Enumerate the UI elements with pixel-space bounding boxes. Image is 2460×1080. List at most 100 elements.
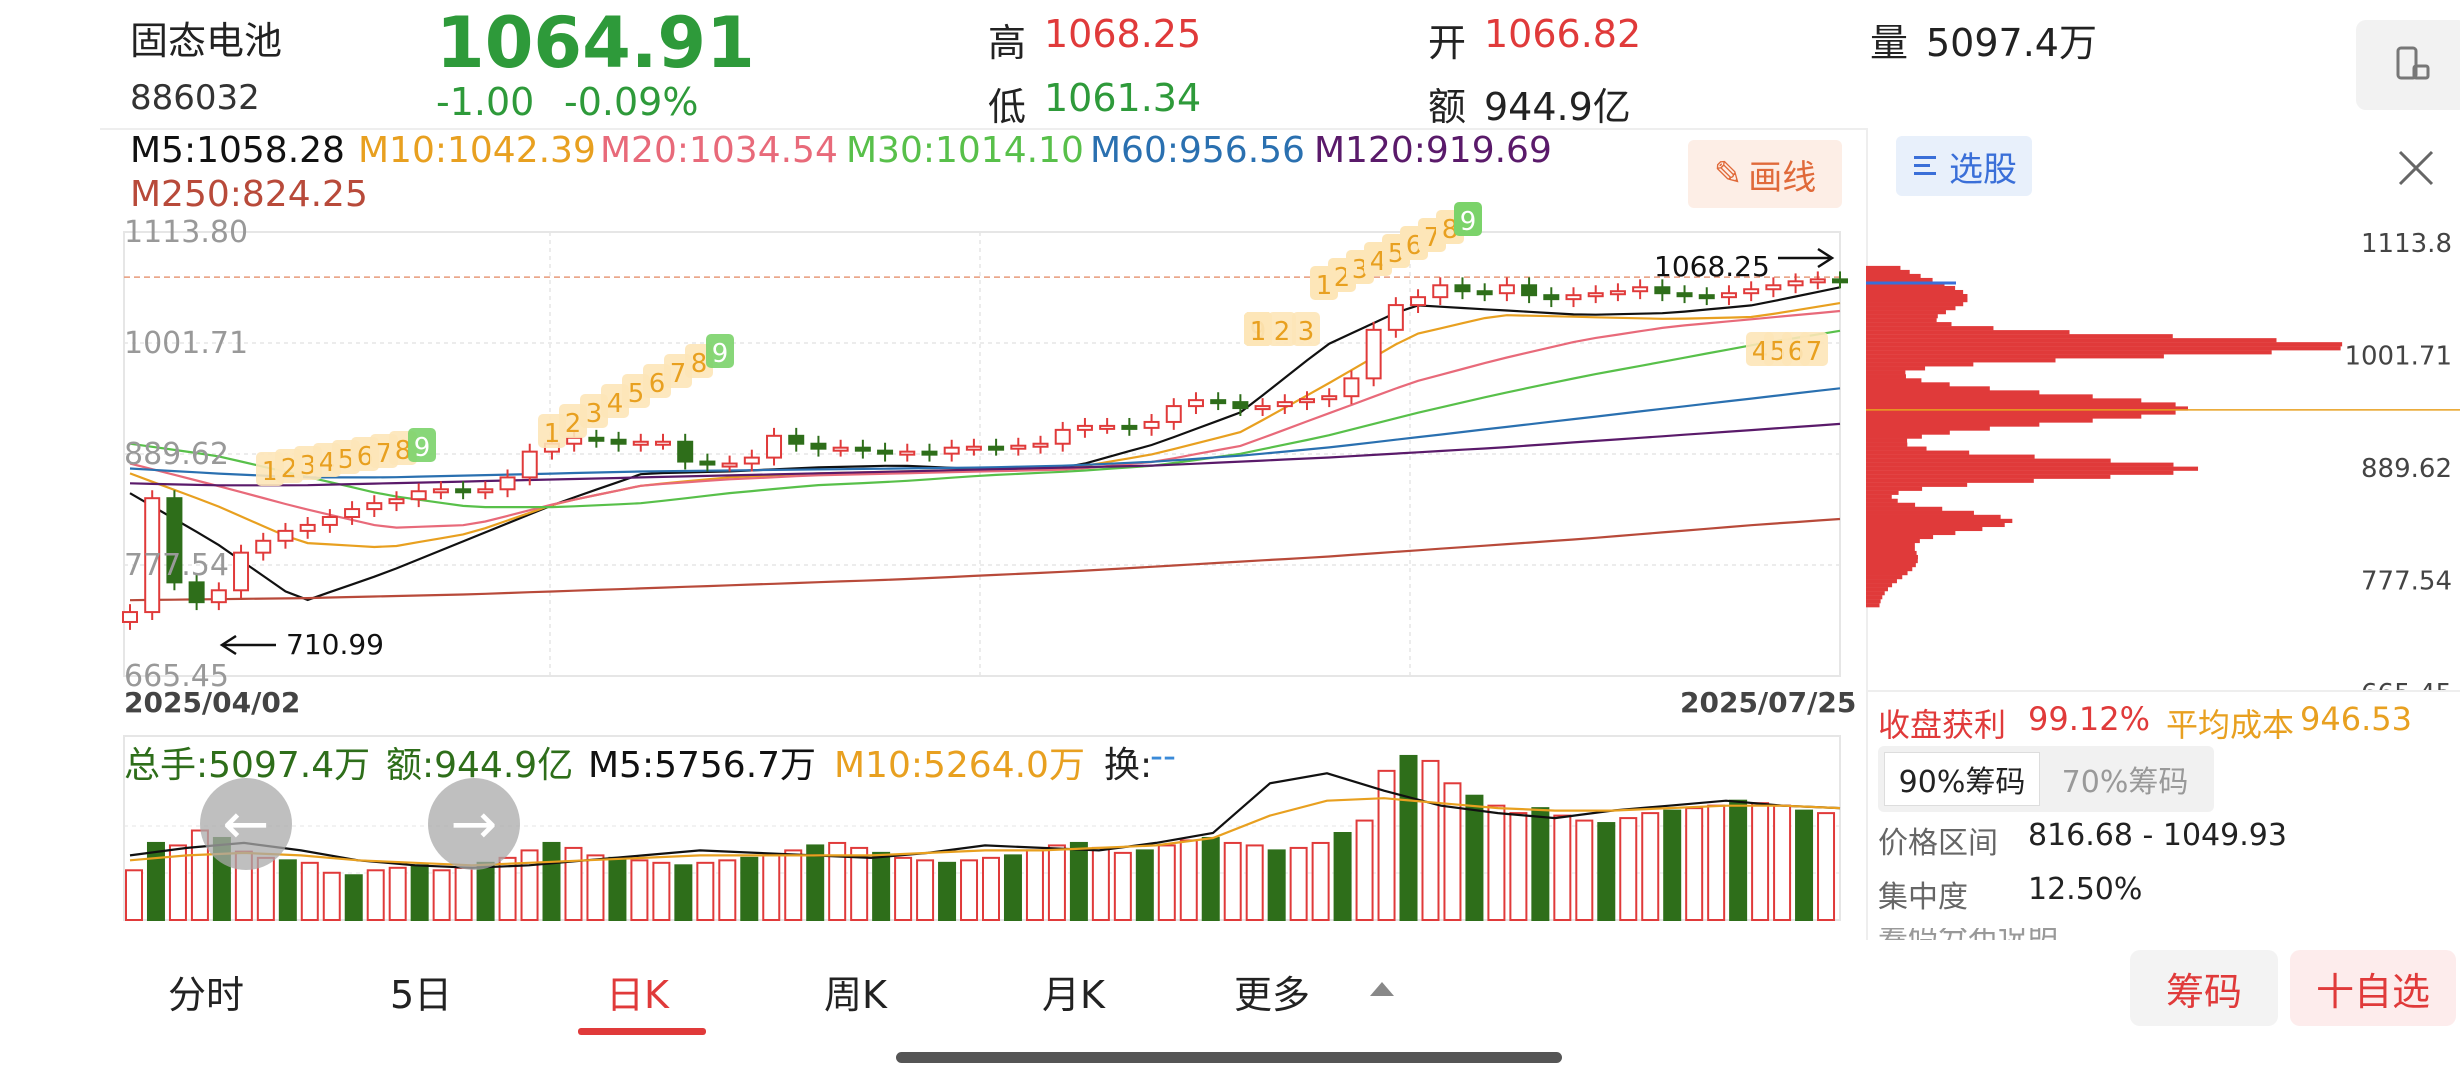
amount-value: 944.9亿 xyxy=(1484,85,1631,129)
chip-button[interactable]: 筹码 xyxy=(2130,950,2278,1026)
draw-line-button[interactable]: ✎ 画线 xyxy=(1688,140,1842,208)
volume-bar xyxy=(1663,809,1682,922)
stock-picker-button[interactable]: 选股 xyxy=(1896,136,2032,196)
tab-90-chip[interactable]: 90%筹码 xyxy=(1884,752,2040,806)
chip-bar xyxy=(1866,318,1937,323)
volume-bar xyxy=(894,856,913,921)
candle-body xyxy=(1365,328,1382,380)
volume-bar xyxy=(564,846,583,922)
price-range-label: 价格区间 xyxy=(1878,826,1998,861)
candle-body xyxy=(344,508,361,519)
scroll-left-button[interactable]: ← xyxy=(200,778,292,870)
tab-5day[interactable]: 5日 xyxy=(390,973,453,1017)
ma-line xyxy=(129,517,1841,602)
candle-body xyxy=(1676,292,1693,298)
list-icon xyxy=(1914,156,1936,175)
chip-bar xyxy=(1866,298,1968,303)
volume-bar xyxy=(278,859,297,921)
volume-bar xyxy=(1113,851,1132,922)
volume-bar xyxy=(1091,846,1110,922)
chip-price-label: 1113.8 xyxy=(2361,229,2452,259)
device-rotate-button[interactable] xyxy=(2356,20,2460,110)
candle-body xyxy=(1343,377,1360,398)
chip-bar xyxy=(1866,514,2001,520)
add-watchlist-button[interactable]: 十自选 xyxy=(2290,950,2456,1026)
volume-bar xyxy=(784,849,803,922)
tab-more[interactable]: 更多 xyxy=(1234,973,1311,1017)
left-arrow-icon xyxy=(219,634,276,656)
candle-body xyxy=(366,502,383,511)
volume-bar xyxy=(1399,754,1418,922)
volume-bar xyxy=(168,844,187,922)
tab-monthly-k[interactable]: 月K xyxy=(1042,973,1105,1017)
candle-body xyxy=(988,445,1005,451)
volume-bar xyxy=(1487,804,1506,922)
candle-body xyxy=(122,611,138,623)
volume-bar xyxy=(1201,836,1220,922)
candle-body xyxy=(1410,296,1427,307)
td-count: 9 xyxy=(1460,207,1477,237)
ma-legend-m250: M250:824.25 xyxy=(130,174,368,215)
chip-bar xyxy=(1866,398,2142,403)
tab-timeshare[interactable]: 分时 xyxy=(168,973,245,1017)
candle-body xyxy=(1765,284,1782,291)
chip-bar xyxy=(1866,538,1920,544)
candle-body xyxy=(233,551,250,592)
chip-desc-link[interactable]: 筹码分布说明 xyxy=(1878,928,2138,940)
chip-price-label: 665.45 xyxy=(2361,679,2452,690)
scroll-right-button[interactable]: → xyxy=(428,778,520,870)
candle-body xyxy=(766,434,783,459)
volume-bar xyxy=(608,856,627,921)
volume-bar xyxy=(1047,844,1066,922)
chip-bar xyxy=(1866,350,2272,355)
chip-bar xyxy=(1866,591,1885,596)
candle-body xyxy=(1099,424,1116,430)
candle-body xyxy=(854,446,871,452)
tab-weekly-k[interactable]: 周K xyxy=(824,973,887,1017)
volume-bar xyxy=(300,861,319,921)
active-tab-indicator xyxy=(578,1028,706,1035)
close-icon[interactable] xyxy=(2394,146,2438,190)
candle-body xyxy=(477,488,494,494)
volume-bar xyxy=(344,874,363,921)
chip-bar xyxy=(1866,482,1968,487)
chip-bar xyxy=(1866,269,1910,275)
chip-bar xyxy=(1866,562,1916,568)
volume-value: 5097.4万 xyxy=(1926,21,2097,65)
concentration-label: 集中度 xyxy=(1878,880,1968,915)
volume-bar xyxy=(718,859,737,921)
tab-daily-k[interactable]: 日K xyxy=(606,973,669,1017)
candle-body xyxy=(1654,286,1671,295)
chip-bar xyxy=(1866,595,1883,600)
chip-bar xyxy=(1866,510,1974,515)
phone-rotate-icon xyxy=(2396,46,2430,80)
candle-body xyxy=(1010,444,1027,450)
volume-bar xyxy=(366,869,385,921)
candle-body xyxy=(1543,294,1560,301)
candle-body xyxy=(299,523,316,532)
home-indicator xyxy=(896,1052,1562,1063)
td-count: 3 xyxy=(300,451,317,481)
td-count: 6 xyxy=(649,369,666,399)
volume-bar xyxy=(1531,807,1550,922)
chip-bar xyxy=(1866,374,1906,379)
candle-body xyxy=(921,450,938,456)
tab-70-chip[interactable]: 70%筹码 xyxy=(2040,752,2210,806)
price-axis-label: 665.45 xyxy=(124,659,229,694)
volume-bar xyxy=(1443,782,1462,921)
price-axis-label: 1113.80 xyxy=(124,215,248,250)
chip-bar xyxy=(1866,273,1921,279)
td-count: 7 xyxy=(376,439,393,469)
kline-chart[interactable]: 1234567891234567891234567891234567123456… xyxy=(0,0,1870,940)
chip-bar xyxy=(1866,550,1917,556)
chip-bar xyxy=(1866,522,2005,528)
volume-bar xyxy=(542,841,561,922)
arrow-right-icon: → xyxy=(450,791,498,857)
candle-body xyxy=(1432,284,1449,299)
td-badge xyxy=(1292,312,1320,346)
chip-bar xyxy=(1866,358,2056,363)
candle-body xyxy=(610,438,627,445)
end-date: 2025/07/25 xyxy=(1680,686,1857,719)
chip-bar xyxy=(1866,558,1918,564)
chip-bar xyxy=(1866,458,2111,463)
